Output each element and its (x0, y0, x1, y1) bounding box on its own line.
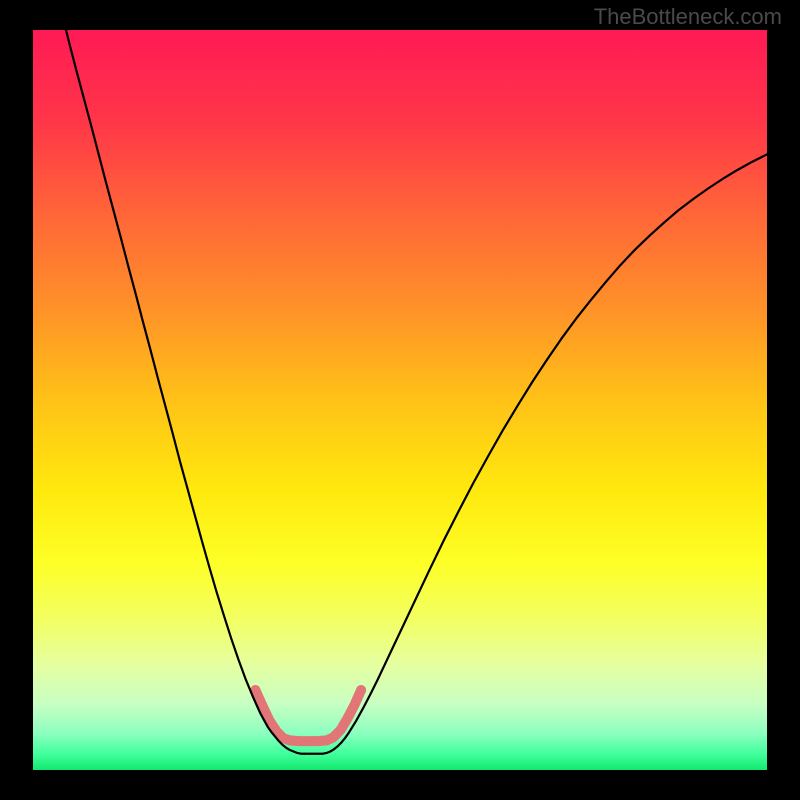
watermark-text: TheBottleneck.com (594, 4, 782, 30)
chart-background (33, 30, 767, 770)
chart-container: TheBottleneck.com (0, 0, 800, 800)
bottleneck-chart (33, 30, 767, 770)
plot-area (33, 30, 767, 770)
